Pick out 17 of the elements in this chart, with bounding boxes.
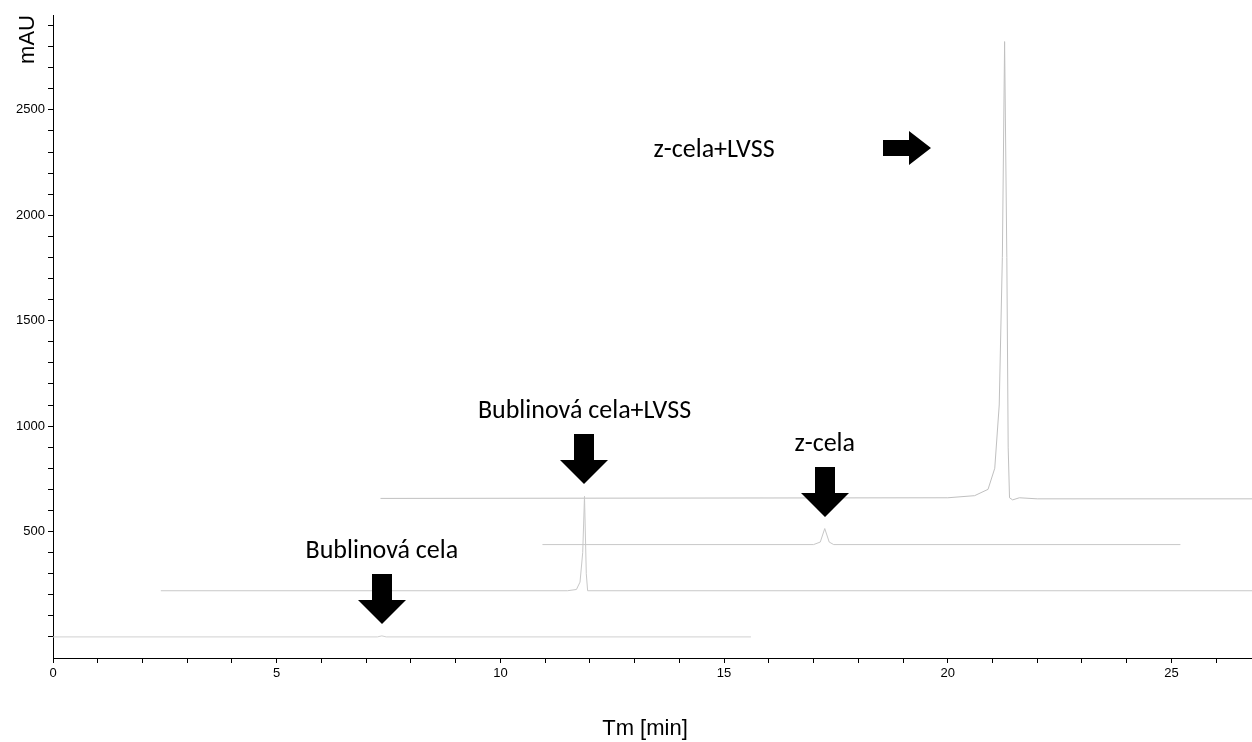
x-tick-label: 10 — [493, 665, 508, 681]
y-tick-label: 1000 — [16, 417, 45, 433]
x-tick-label: 20 — [940, 665, 956, 681]
y-tick-label: 1500 — [16, 312, 45, 328]
annotation: z-cela+LVSS — [653, 131, 775, 164]
x-tick-label: 15 — [716, 665, 732, 681]
y-tick-label: 2000 — [16, 206, 45, 222]
y-tick-label: 500 — [23, 523, 45, 539]
annotation: z-cela — [794, 425, 856, 458]
annotation: Bublinová cela — [305, 532, 459, 565]
x-tick-label: 5 — [273, 665, 281, 681]
x-tick-label: 25 — [1164, 665, 1179, 681]
y-tick-label: 2500 — [16, 101, 45, 117]
y-axis-title: mAU — [14, 15, 40, 64]
x-axis-title: Tm [min] — [602, 715, 688, 740]
annotation: Bublinová cela+LVSS — [477, 393, 692, 426]
x-tick-label: 0 — [49, 665, 57, 681]
